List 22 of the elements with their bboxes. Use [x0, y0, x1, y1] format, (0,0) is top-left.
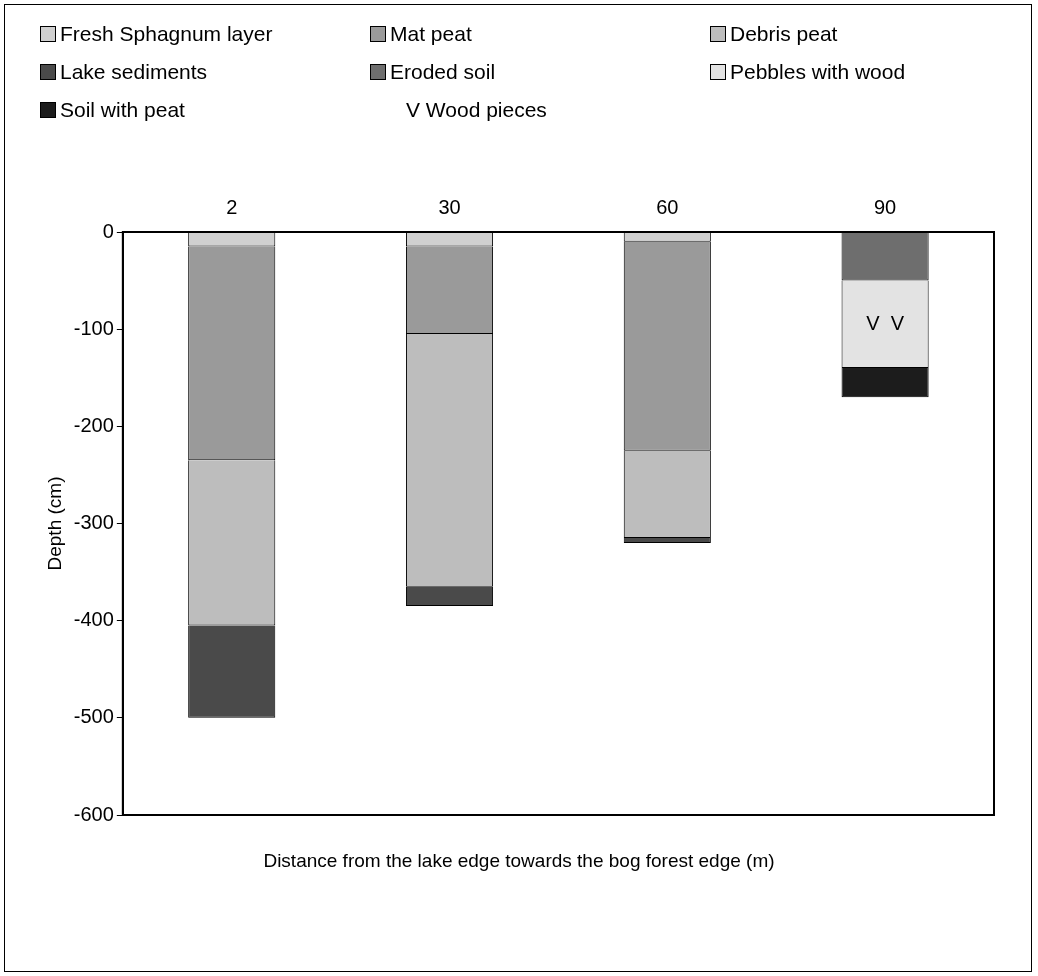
x-axis-title: Distance from the lake edge towards the bog forest edge (m): [262, 850, 776, 872]
y-axis-title: Depth (cm): [43, 476, 65, 571]
y-tick-label: -200: [73, 413, 114, 436]
x-tick-label: 60: [656, 195, 679, 218]
legend-label: Pebbles with wood: [730, 60, 906, 84]
legend-label: Debris peat: [730, 22, 838, 46]
y-tick-label: -500: [73, 705, 114, 728]
x-tick-label: 90: [873, 195, 897, 218]
y-tick-label: -300: [73, 511, 114, 534]
annotation: V V: [866, 311, 905, 334]
legend-label: Eroded soil: [390, 60, 496, 84]
text: V Wood pieces: [405, 98, 548, 122]
y-tick-label: -100: [73, 316, 114, 339]
y-tick-label: -600: [73, 802, 114, 825]
x-tick-label: 2: [226, 195, 238, 218]
y-tick-label: -400: [73, 608, 114, 631]
x-tick-label: 30: [438, 195, 461, 218]
legend-label: Soil with peat: [60, 98, 185, 122]
y-tick-label: 0: [102, 219, 114, 242]
legend-label: Fresh Sphagnum layer: [60, 22, 273, 46]
legend-label: Mat peat: [390, 22, 472, 46]
legend-label: Lake sediments: [60, 60, 208, 84]
